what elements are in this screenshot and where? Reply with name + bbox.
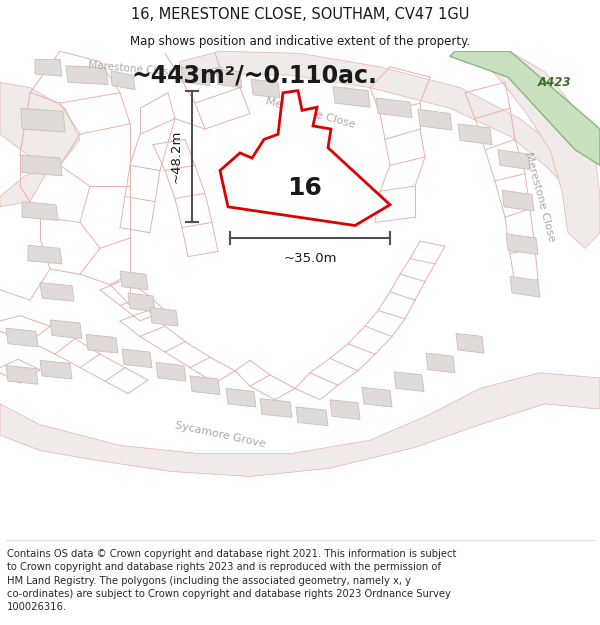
- Polygon shape: [111, 71, 135, 89]
- Text: Merestone Close: Merestone Close: [88, 60, 175, 78]
- Polygon shape: [0, 82, 80, 207]
- Polygon shape: [376, 98, 412, 118]
- Text: Sycamore Grove: Sycamore Grove: [174, 421, 266, 449]
- Polygon shape: [426, 353, 455, 372]
- Polygon shape: [86, 334, 118, 353]
- Polygon shape: [21, 108, 65, 132]
- Polygon shape: [175, 51, 580, 191]
- Polygon shape: [190, 376, 220, 394]
- Polygon shape: [333, 86, 370, 108]
- Text: Map shows position and indicative extent of the property.: Map shows position and indicative extent…: [130, 34, 470, 48]
- Polygon shape: [35, 59, 62, 76]
- Text: Merestone Close: Merestone Close: [264, 97, 356, 130]
- Text: ~443m²/~0.110ac.: ~443m²/~0.110ac.: [132, 63, 378, 87]
- Polygon shape: [362, 388, 392, 407]
- Polygon shape: [330, 400, 360, 419]
- Polygon shape: [456, 333, 484, 353]
- Text: Contains OS data © Crown copyright and database right 2021. This information is : Contains OS data © Crown copyright and d…: [7, 549, 457, 612]
- Polygon shape: [260, 399, 292, 418]
- Polygon shape: [181, 67, 210, 86]
- Text: ~48.2m: ~48.2m: [170, 130, 183, 183]
- Polygon shape: [6, 328, 38, 347]
- Polygon shape: [510, 276, 540, 297]
- Polygon shape: [458, 124, 492, 144]
- Polygon shape: [50, 320, 82, 339]
- Polygon shape: [28, 245, 62, 264]
- Text: ~35.0m: ~35.0m: [283, 253, 337, 266]
- Polygon shape: [450, 51, 600, 166]
- Polygon shape: [394, 372, 424, 391]
- Polygon shape: [251, 79, 280, 98]
- Text: A423: A423: [538, 76, 572, 89]
- Polygon shape: [66, 66, 108, 84]
- Text: Merestone Close: Merestone Close: [523, 151, 557, 242]
- Text: 16, MERESTONE CLOSE, SOUTHAM, CV47 1GU: 16, MERESTONE CLOSE, SOUTHAM, CV47 1GU: [131, 7, 469, 22]
- Polygon shape: [226, 388, 256, 407]
- Polygon shape: [220, 91, 390, 226]
- Polygon shape: [120, 271, 148, 290]
- Polygon shape: [22, 155, 62, 176]
- Polygon shape: [40, 282, 74, 301]
- Polygon shape: [22, 202, 58, 221]
- Polygon shape: [216, 69, 242, 88]
- Polygon shape: [128, 293, 155, 312]
- Polygon shape: [150, 308, 178, 326]
- Polygon shape: [506, 234, 538, 254]
- Polygon shape: [502, 190, 534, 211]
- Polygon shape: [498, 150, 530, 169]
- Polygon shape: [122, 349, 152, 368]
- Polygon shape: [40, 361, 72, 379]
- Polygon shape: [475, 51, 600, 248]
- Polygon shape: [6, 366, 38, 384]
- Polygon shape: [0, 372, 600, 476]
- Text: 16: 16: [287, 176, 322, 200]
- Polygon shape: [156, 362, 186, 381]
- Polygon shape: [418, 109, 452, 130]
- Polygon shape: [296, 407, 328, 426]
